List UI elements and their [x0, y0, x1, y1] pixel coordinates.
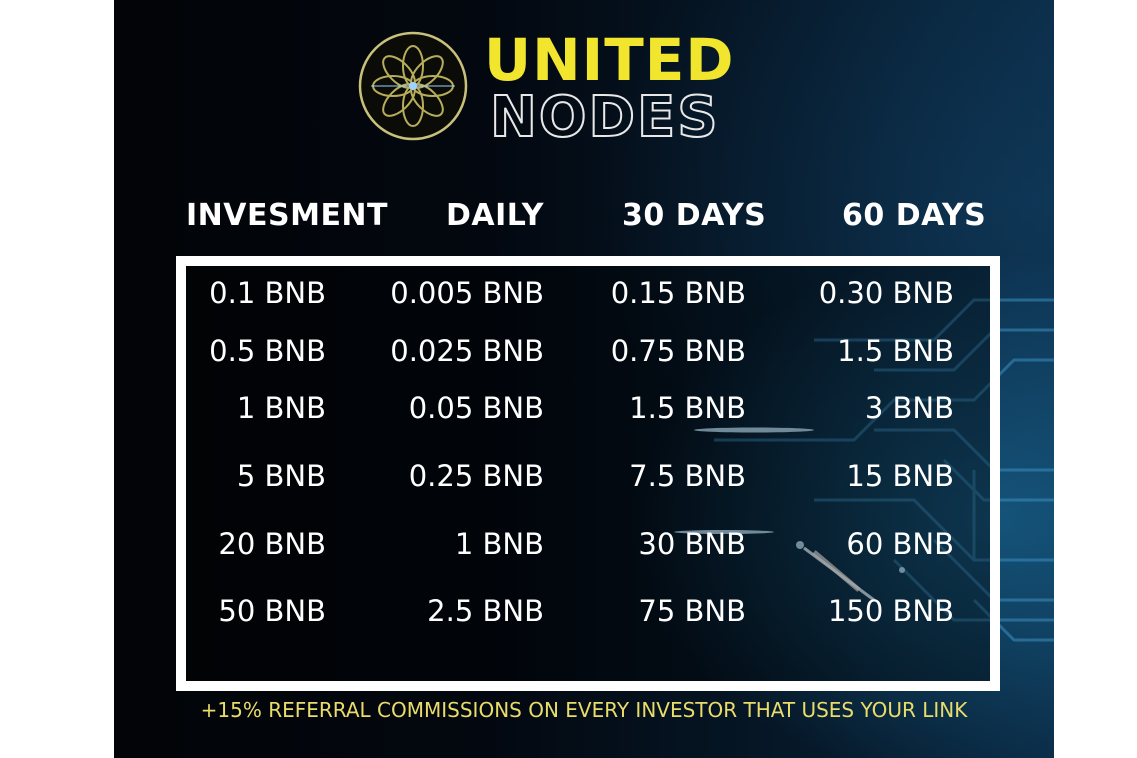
table-cell: 20 BNB [218, 527, 326, 561]
table-cell: 1.5 BNB [837, 334, 954, 368]
table-cell: 150 BNB [827, 594, 954, 628]
referral-note: +15% REFERRAL COMMISSIONS ON EVERY INVES… [200, 698, 968, 722]
table-cell: 50 BNB [218, 594, 326, 628]
table-cell: 0.1 BNB [209, 276, 326, 310]
table-cell: 0.5 BNB [209, 334, 326, 368]
column-header-daily: DAILY [446, 198, 544, 233]
table-cell: 0.30 BNB [818, 276, 954, 310]
flower-logo-icon [358, 31, 468, 141]
table-cell: 0.15 BNB [610, 276, 746, 310]
column-header-60-days: 60 DAYS [842, 198, 987, 233]
circuit-background [674, 298, 1054, 642]
table-cell: 60 BNB [846, 527, 954, 561]
table-cell: 5 BNB [236, 459, 326, 493]
table-cell: 1 BNB [236, 391, 326, 425]
table-cell: 2.5 BNB [427, 594, 544, 628]
brand-title-nodes: NODES [489, 85, 720, 150]
returns-table-frame [176, 256, 1000, 691]
promo-panel: UNITED NODES INVESMENT DAILY 30 DAYS 60 … [114, 0, 1054, 758]
table-cell: 3 BNB [864, 391, 954, 425]
table-cell: 75 BNB [638, 594, 746, 628]
table-cell: 0.25 BNB [408, 459, 544, 493]
table-cell: 30 BNB [638, 527, 746, 561]
brand-title-united: UNITED [484, 26, 735, 94]
table-cell: 1 BNB [454, 527, 544, 561]
table-cell: 0.005 BNB [390, 276, 544, 310]
table-cell: 15 BNB [846, 459, 954, 493]
table-cell: 7.5 BNB [629, 459, 746, 493]
table-cell: 1.5 BNB [629, 391, 746, 425]
column-header-30-days: 30 DAYS [622, 198, 767, 233]
table-cell: 0.025 BNB [390, 334, 544, 368]
column-header-investment: INVESMENT [186, 198, 389, 233]
table-cell: 0.05 BNB [408, 391, 544, 425]
table-cell: 0.75 BNB [610, 334, 746, 368]
